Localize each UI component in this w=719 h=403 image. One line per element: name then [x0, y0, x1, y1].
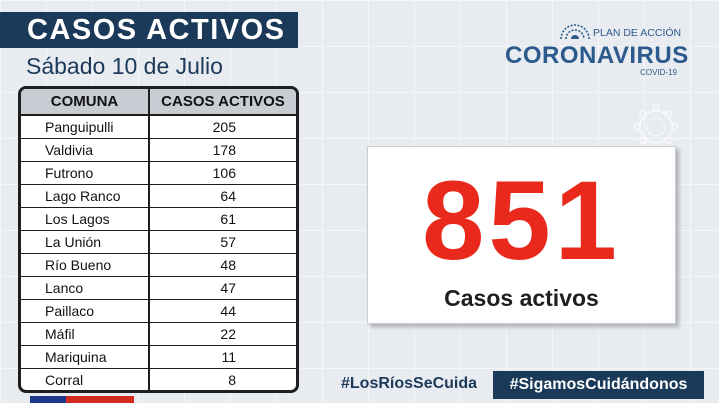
date-subtitle: Sábado 10 de Julio	[26, 53, 223, 79]
comuna-cell: Valdivia	[21, 138, 150, 162]
table-row: Lago Ranco 64	[21, 184, 296, 208]
comuna-cell: Río Bueno	[21, 253, 150, 277]
logo-main-text: CORONAVIRUS	[505, 42, 689, 69]
logo-plan-text: PLAN DE ACCIÓN	[593, 27, 682, 39]
casos-cell: 64	[149, 184, 296, 208]
virus-icon	[560, 24, 590, 39]
casos-cell: 8	[228, 371, 236, 388]
table-row: Lanco 47	[21, 276, 296, 300]
cases-table-container: COMUNA CASOS ACTIVOS Panguipulli 205 Vald…	[18, 86, 299, 393]
table-header-row: COMUNA CASOS ACTIVOS	[21, 89, 296, 116]
comuna-cell: Lago Ranco	[21, 184, 150, 208]
comuna-cell: Mariquina	[21, 345, 150, 369]
table-body: Panguipulli 205 Valdivia 178 Futrono 106 La…	[21, 115, 296, 390]
coronavirus-logo: PLAN DE ACCIÓN CORONAVIRUS COVID-19	[505, 20, 688, 78]
table-row: La Unión 57	[21, 230, 296, 254]
virus-icon	[633, 104, 679, 150]
column-header-comuna: COMUNA	[21, 89, 150, 116]
casos-cell: 44	[149, 299, 296, 323]
table-row: Mariquina 11	[21, 345, 296, 369]
table-row: Río Bueno 48	[21, 253, 296, 277]
table-row: Futrono 106	[21, 161, 296, 185]
comuna-cell: Máfil	[21, 322, 150, 346]
comuna-cell: Los Lagos	[21, 207, 150, 231]
table-row: Máfil 22	[21, 322, 296, 346]
comuna-cell: Paillaco	[21, 299, 150, 323]
total-active-cases-number: 851	[422, 158, 621, 283]
total-active-cases-label: Casos activos	[444, 285, 599, 311]
comuna-cell: Lanco	[21, 276, 150, 300]
comuna-cell: Panguipulli	[21, 115, 150, 139]
table-row: Corral 8	[21, 368, 296, 390]
table-row: Los Lagos 61	[21, 207, 296, 231]
casos-cell: 57	[149, 230, 296, 254]
casos-cell: 106	[149, 161, 296, 185]
total-active-cases-card: 851 Casos activos	[367, 146, 676, 324]
hashtag-sigamos-badge: #SigamosCuidándonos	[493, 371, 704, 399]
casos-cell: 11	[149, 345, 296, 369]
flag-stripe	[30, 396, 134, 403]
column-header-casos: CASOS ACTIVOS	[149, 89, 296, 116]
cases-table: COMUNA CASOS ACTIVOS Panguipulli 205 Vald…	[21, 89, 296, 390]
hashtag-los-rios: #LosRíosSeCuida	[341, 375, 478, 392]
table-row: Valdivia 178	[21, 138, 296, 162]
table-row: Panguipulli 205	[21, 115, 296, 139]
casos-cell: 47	[149, 276, 296, 300]
comuna-cell: La Unión	[21, 230, 150, 254]
logo-sub-text: COVID-19	[640, 68, 677, 77]
hashtag-sigamos-text: #SigamosCuidándonos	[509, 376, 688, 393]
table-row: Paillaco 44	[21, 299, 296, 323]
flag-stripe-red	[66, 396, 134, 403]
casos-cell: 205	[149, 115, 296, 139]
casos-cell: 48	[149, 253, 296, 277]
casos-cell: 22	[149, 322, 296, 346]
page-title: CASOS ACTIVOS	[0, 12, 298, 48]
page-title-text: CASOS ACTIVOS	[27, 13, 286, 46]
comuna-cell: Futrono	[21, 161, 150, 185]
flag-stripe-blue	[30, 396, 67, 403]
comuna-cell: Corral	[21, 368, 150, 390]
casos-cell: 61	[149, 207, 296, 231]
casos-cell: 178	[149, 138, 296, 162]
